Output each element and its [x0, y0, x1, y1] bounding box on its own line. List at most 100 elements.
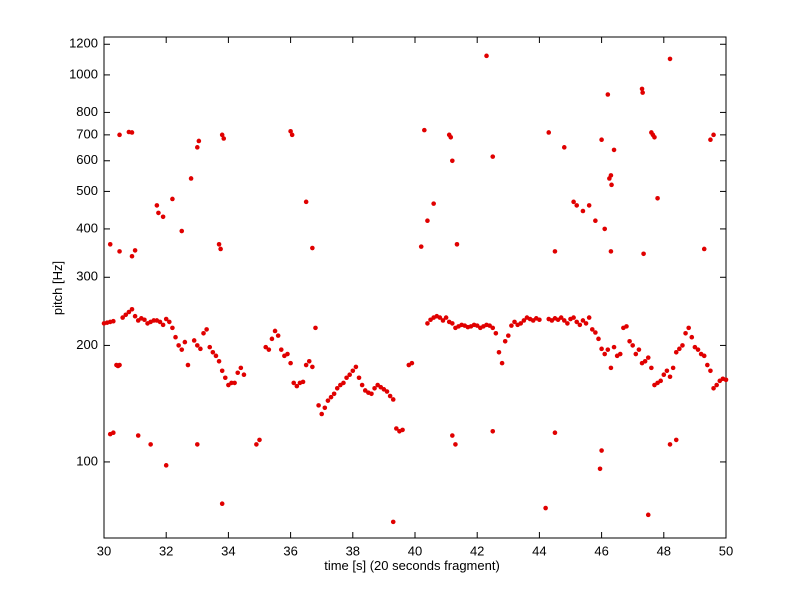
point [490, 325, 496, 331]
point [611, 344, 617, 350]
point [213, 353, 219, 359]
point [390, 519, 396, 525]
point [135, 433, 141, 438]
point [649, 365, 654, 371]
point [627, 338, 632, 344]
x-tick-label: 40 [408, 543, 422, 558]
point [571, 315, 576, 320]
point [325, 398, 331, 403]
point [254, 442, 259, 447]
point [163, 463, 169, 468]
point [167, 319, 172, 325]
point [667, 374, 673, 380]
point [599, 448, 604, 453]
point [583, 321, 589, 326]
point [353, 364, 359, 370]
point [132, 248, 138, 253]
point [263, 344, 269, 350]
point [170, 196, 175, 202]
point [502, 338, 508, 344]
x-tick-label: 42 [470, 543, 484, 558]
point [605, 92, 611, 97]
point [350, 368, 356, 374]
point [558, 315, 564, 320]
point [453, 442, 458, 447]
point [661, 372, 667, 378]
point [571, 199, 576, 205]
point [448, 134, 454, 140]
point [509, 323, 514, 328]
point [257, 437, 262, 443]
x-tick-label: 32 [159, 543, 173, 558]
point [450, 158, 455, 164]
point [111, 318, 116, 324]
point [633, 351, 639, 357]
point [609, 182, 614, 188]
point [586, 203, 592, 208]
point [288, 128, 293, 134]
point [440, 318, 446, 323]
point [708, 137, 713, 143]
point [285, 351, 290, 357]
point [306, 358, 312, 364]
point [319, 411, 325, 417]
point [701, 246, 707, 252]
point [219, 132, 225, 138]
point [266, 347, 272, 352]
point [132, 313, 138, 319]
point [291, 380, 297, 386]
point [310, 245, 315, 251]
point [617, 351, 623, 357]
point [288, 360, 293, 366]
point [667, 56, 673, 62]
point [409, 360, 415, 366]
point [683, 330, 688, 336]
x-axis-label: time [s] (20 seconds fragment) [324, 558, 500, 573]
point [537, 317, 542, 323]
point [599, 346, 604, 352]
point [552, 430, 558, 435]
point [222, 375, 228, 381]
point [490, 428, 496, 434]
x-tick-label: 36 [283, 543, 297, 558]
point [232, 380, 237, 386]
x-tick-label: 48 [657, 543, 671, 558]
x-tick-label: 44 [532, 543, 546, 558]
point [154, 203, 160, 208]
point [384, 389, 390, 394]
point [289, 132, 295, 138]
point [608, 173, 614, 178]
point [454, 242, 460, 247]
point [179, 228, 185, 234]
point [586, 315, 592, 320]
point [437, 315, 443, 320]
point [347, 372, 352, 378]
point [142, 317, 147, 323]
point [636, 347, 642, 352]
y-axis-label: pitch [Hz] [50, 261, 65, 315]
y-tick-label: 800 [76, 104, 98, 119]
point [156, 210, 161, 216]
point [129, 306, 135, 312]
point [689, 334, 695, 340]
point [400, 427, 405, 433]
point [602, 226, 608, 232]
point [599, 137, 604, 143]
point [126, 309, 132, 315]
point [129, 130, 135, 135]
point [204, 327, 209, 332]
point [185, 362, 191, 368]
point [170, 325, 175, 331]
point [394, 426, 399, 431]
point [107, 242, 113, 247]
point [608, 249, 614, 254]
point [484, 53, 489, 59]
point [521, 318, 527, 323]
point [235, 370, 241, 376]
point [597, 466, 603, 472]
point [499, 360, 505, 366]
point [506, 333, 511, 338]
point [512, 319, 517, 325]
